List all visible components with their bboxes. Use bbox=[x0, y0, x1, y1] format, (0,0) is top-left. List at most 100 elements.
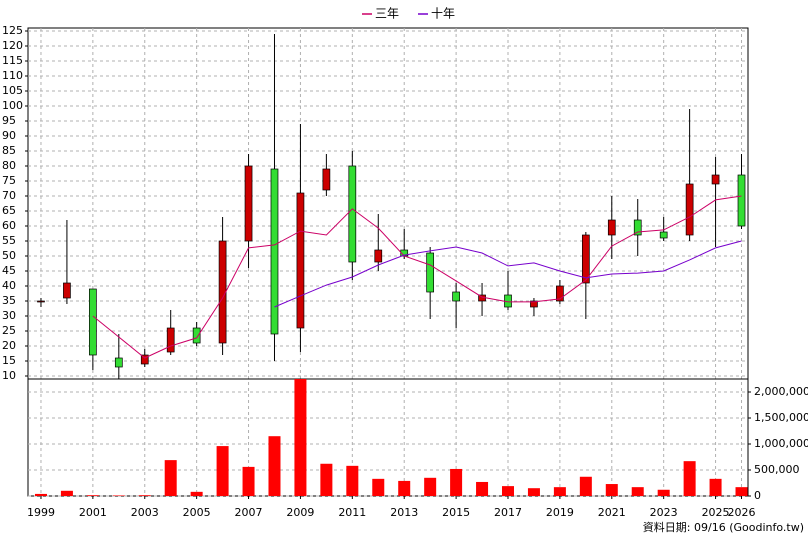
volume-bar bbox=[502, 486, 514, 496]
candle-body bbox=[633, 219, 642, 236]
y-tick-label: 125 bbox=[2, 24, 23, 37]
y2-tick-label: 500,000 bbox=[754, 463, 800, 476]
candle-body bbox=[63, 282, 71, 299]
candle-body bbox=[89, 288, 97, 356]
x-tick-label: 2001 bbox=[79, 506, 107, 519]
volume-bar bbox=[631, 487, 644, 496]
candle-body bbox=[37, 300, 45, 303]
y-tick-label: 75 bbox=[2, 174, 16, 187]
y-tick-label: 80 bbox=[2, 159, 16, 172]
volume-bar bbox=[190, 491, 203, 496]
x-tick-label: 2015 bbox=[442, 506, 470, 519]
y-tick-label: 95 bbox=[2, 114, 16, 127]
y-tick-label: 65 bbox=[2, 204, 16, 217]
candle-body bbox=[711, 174, 720, 185]
volume-bar bbox=[527, 488, 540, 496]
volume-bar bbox=[112, 495, 125, 496]
x-tick-label: 2005 bbox=[183, 506, 211, 519]
candle-body bbox=[140, 354, 149, 365]
y2-tick-label: 0 bbox=[754, 489, 761, 502]
candle-body bbox=[685, 183, 694, 236]
y-tick-label: 55 bbox=[2, 234, 16, 247]
volume-bar bbox=[450, 468, 463, 496]
candle-body bbox=[659, 231, 668, 239]
y2-tick-label: 1,000,000 bbox=[754, 437, 808, 450]
volume-bar bbox=[60, 490, 73, 496]
candle-body bbox=[530, 300, 538, 308]
y-tick-label: 70 bbox=[2, 189, 16, 202]
y-tick-label: 45 bbox=[2, 264, 16, 277]
y-tick-label: 100 bbox=[2, 99, 23, 112]
volume-bar bbox=[164, 460, 177, 496]
candle-body bbox=[244, 165, 253, 242]
candle-body bbox=[607, 219, 616, 236]
y-tick-label: 50 bbox=[2, 249, 16, 262]
legend-label: 三年 bbox=[375, 7, 399, 21]
volume-bar bbox=[579, 476, 592, 496]
volume-bar bbox=[34, 493, 47, 496]
candle-body bbox=[556, 285, 564, 302]
x-tick-label: 2007 bbox=[235, 506, 263, 519]
y-tick-label: 10 bbox=[2, 369, 16, 382]
y-tick-label: 110 bbox=[2, 69, 23, 82]
x-tick-label: 2011 bbox=[338, 506, 366, 519]
plot-frame bbox=[27, 27, 749, 497]
x-tick-label: 2025 bbox=[702, 506, 730, 519]
ma-line bbox=[274, 240, 742, 308]
y-tick-label: 115 bbox=[2, 54, 23, 67]
y-tick-label: 40 bbox=[2, 279, 16, 292]
x-tick-label: 2009 bbox=[286, 506, 314, 519]
candle-body bbox=[374, 249, 383, 263]
volume-bar bbox=[657, 489, 670, 496]
x-tick-label: 2021 bbox=[598, 506, 626, 519]
y-tick-label: 85 bbox=[2, 144, 16, 157]
x-tick-label: 2017 bbox=[494, 506, 522, 519]
candle-body bbox=[192, 327, 201, 344]
x-tick-label: 2013 bbox=[390, 506, 418, 519]
volume-bar bbox=[346, 465, 359, 496]
candle-body bbox=[114, 357, 123, 368]
volume-bar bbox=[294, 379, 307, 496]
candle-body bbox=[581, 234, 590, 284]
candle-body bbox=[270, 168, 279, 335]
candle-body bbox=[322, 168, 331, 191]
volume-bar bbox=[86, 495, 99, 496]
volume-bar bbox=[216, 446, 229, 496]
y-tick-label: 30 bbox=[2, 309, 16, 322]
volume-bar bbox=[709, 478, 722, 496]
volume-bar bbox=[372, 478, 385, 496]
y-tick-label: 20 bbox=[2, 339, 16, 352]
volume-bar bbox=[138, 495, 151, 496]
ma-line bbox=[92, 195, 742, 359]
candle-body bbox=[218, 240, 227, 344]
y2-tick-label: 1,500,000 bbox=[754, 411, 808, 424]
candle-body bbox=[426, 252, 435, 293]
x-tick-label: 2026 bbox=[728, 506, 756, 519]
volume-bar bbox=[476, 481, 489, 496]
y-tick-label: 90 bbox=[2, 129, 16, 142]
candle-body bbox=[452, 291, 460, 302]
y-tick-label: 15 bbox=[2, 354, 16, 367]
y-tick-label: 25 bbox=[2, 324, 16, 337]
x-tick-label: 2023 bbox=[650, 506, 678, 519]
volume-bar bbox=[398, 480, 411, 496]
y2-tick-label: 2,000,000 bbox=[754, 385, 808, 398]
x-tick-label: 2003 bbox=[131, 506, 159, 519]
legend-label: 十年 bbox=[431, 7, 455, 21]
candle-body bbox=[166, 327, 175, 353]
volume-bar bbox=[553, 487, 566, 496]
volume-bar bbox=[735, 487, 748, 496]
x-tick-label: 1999 bbox=[27, 506, 55, 519]
footer: 資料日期: 09/16 (Goodinfo.tw) bbox=[643, 520, 804, 534]
volume-bar bbox=[424, 477, 437, 496]
candle-body bbox=[296, 192, 305, 329]
y-tick-label: 35 bbox=[2, 294, 16, 307]
candle-body bbox=[737, 174, 746, 227]
volume-bar bbox=[605, 484, 618, 496]
volume-bar bbox=[683, 461, 696, 496]
y-tick-label: 60 bbox=[2, 219, 16, 232]
volume-bar bbox=[242, 466, 255, 496]
candle-body bbox=[348, 165, 357, 263]
volume-bar bbox=[320, 463, 333, 496]
